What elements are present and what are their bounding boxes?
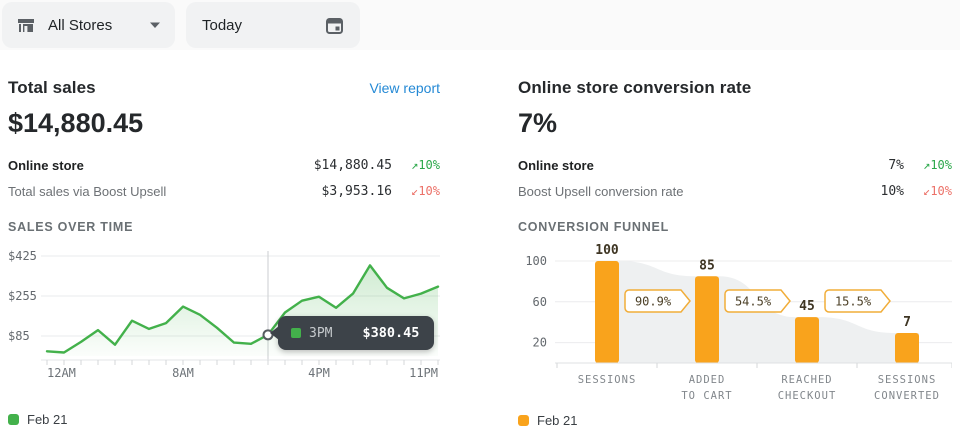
chart-tooltip: 3PM $380.45 [269, 316, 435, 350]
change-indicator: ↙10% [411, 184, 440, 198]
trend-arrow-icon: ↗ [411, 158, 419, 172]
change-indicator: ↗10% [923, 158, 952, 172]
store-selector[interactable]: All Stores [2, 2, 175, 48]
tooltip-time: 3PM [309, 325, 333, 341]
bar-value-label: 100 [595, 243, 619, 258]
trend-arrow-icon: ↗ [923, 158, 931, 172]
legend-label: Feb 21 [27, 411, 68, 427]
y-axis-label: 100 [525, 254, 547, 268]
metric-label: Online store [518, 157, 594, 173]
tooltip-series-swatch [291, 328, 301, 338]
total-sales-metrics: Online store $14,880.45 ↗10% Total sales… [8, 152, 440, 204]
x-axis-label: 11PM [409, 366, 438, 380]
category-label: ADDED [689, 374, 726, 386]
metric-value: $3,953.16 [321, 183, 392, 199]
calendar-icon [325, 16, 344, 35]
conversion-badge-label: 15.5% [835, 295, 872, 309]
metric-row: Online store 7% ↗10% [518, 152, 952, 178]
total-sales-title: Total sales [8, 78, 96, 97]
metric-row: Total sales via Boost Upsell $3,953.16 ↙… [8, 178, 440, 204]
metric-label: Online store [8, 157, 84, 173]
bar-value-label: 85 [699, 258, 715, 273]
sales-line-chart[interactable]: $425 $255 $85 12AM 8AM 4PM 11PM [8, 245, 442, 385]
metric-value: 7% [888, 157, 904, 173]
conversion-badge-label: 90.9% [635, 295, 672, 309]
sales-chart: $425 $255 $85 12AM 8AM 4PM 11PM 3PM $380.45 [8, 245, 440, 385]
conversion-rate-panel: Online store conversion rate 7% Online s… [518, 78, 952, 428]
legend-swatch [518, 414, 529, 426]
date-selector[interactable]: Today [186, 2, 360, 48]
conversion-badge-label: 54.5% [735, 295, 772, 309]
store-selector-label: All Stores [48, 16, 113, 34]
metric-label: Boost Upsell conversion rate [518, 183, 684, 199]
chevron-down-icon [149, 21, 161, 29]
trend-arrow-icon: ↙ [923, 184, 931, 198]
tooltip-value: $380.45 [362, 325, 420, 341]
y-axis-label: $425 [8, 249, 37, 263]
metric-row: Online store $14,880.45 ↗10% [8, 152, 440, 178]
bar-value-label: 45 [799, 299, 815, 314]
storefront-icon [16, 15, 36, 35]
trend-arrow-icon: ↙ [411, 184, 419, 198]
metric-value: 10% [880, 183, 904, 199]
legend-swatch [8, 413, 19, 425]
total-sales-panel: Total sales View report $14,880.45 Onlin… [8, 78, 440, 427]
funnel-bar[interactable] [695, 276, 719, 363]
conversion-metrics: Online store 7% ↗10% Boost Upsell conver… [518, 152, 952, 204]
category-label: REACHED [781, 374, 832, 386]
topbar: All Stores Today [0, 0, 960, 50]
sales-line [45, 264, 440, 354]
category-label: CONVERTED [874, 390, 940, 402]
category-label: SESSIONS [578, 374, 637, 386]
date-selector-label: Today [202, 16, 243, 34]
conversion-badge [624, 289, 691, 313]
x-axis-label: 12AM [47, 366, 76, 380]
y-axis-label: 20 [533, 336, 547, 350]
sales-over-time-heading: SALES OVER TIME [8, 220, 134, 234]
conversion-rate-title: Online store conversion rate [518, 78, 752, 97]
conversion-badge [824, 289, 891, 313]
bar-value-label: 7 [903, 315, 911, 330]
metric-value: $14,880.45 [313, 157, 392, 173]
change-indicator: ↗10% [411, 158, 440, 172]
conversion-badge [724, 289, 791, 313]
conversion-funnel-heading: CONVERSION FUNNEL [518, 220, 669, 234]
y-axis-label: $85 [8, 329, 30, 343]
funnel-bar[interactable] [595, 261, 619, 363]
category-label: TO CART [681, 390, 732, 402]
total-sales-value: $14,880.45 [8, 108, 144, 138]
funnel-chart: 100 60 20 100 85 45 7 90.9% 54.5% 15.5% SESSIONS AD… [518, 240, 952, 405]
legend-label: Feb 21 [537, 412, 578, 428]
x-axis-label: 8AM [172, 366, 194, 380]
metric-label: Total sales via Boost Upsell [8, 183, 167, 199]
category-label: CHECKOUT [778, 390, 837, 402]
category-label: SESSIONS [878, 374, 937, 386]
y-axis-label: $255 [8, 289, 37, 303]
legend-item: Feb 21 [518, 412, 952, 428]
legend-item: Feb 21 [8, 411, 440, 427]
view-report-link[interactable]: View report [369, 80, 440, 96]
funnel-bar[interactable] [795, 317, 819, 363]
conversion-funnel-chart[interactable]: 100 60 20 100 85 45 7 90.9% 54.5% 15.5% SESSIONS AD… [518, 240, 952, 405]
x-axis-label: 4PM [308, 366, 330, 380]
conversion-rate-value: 7% [518, 108, 558, 138]
metric-row: Boost Upsell conversion rate 10% ↙10% [518, 178, 952, 204]
y-axis-label: 60 [533, 295, 547, 309]
funnel-bar[interactable] [895, 333, 919, 363]
change-indicator: ↙10% [923, 184, 952, 198]
